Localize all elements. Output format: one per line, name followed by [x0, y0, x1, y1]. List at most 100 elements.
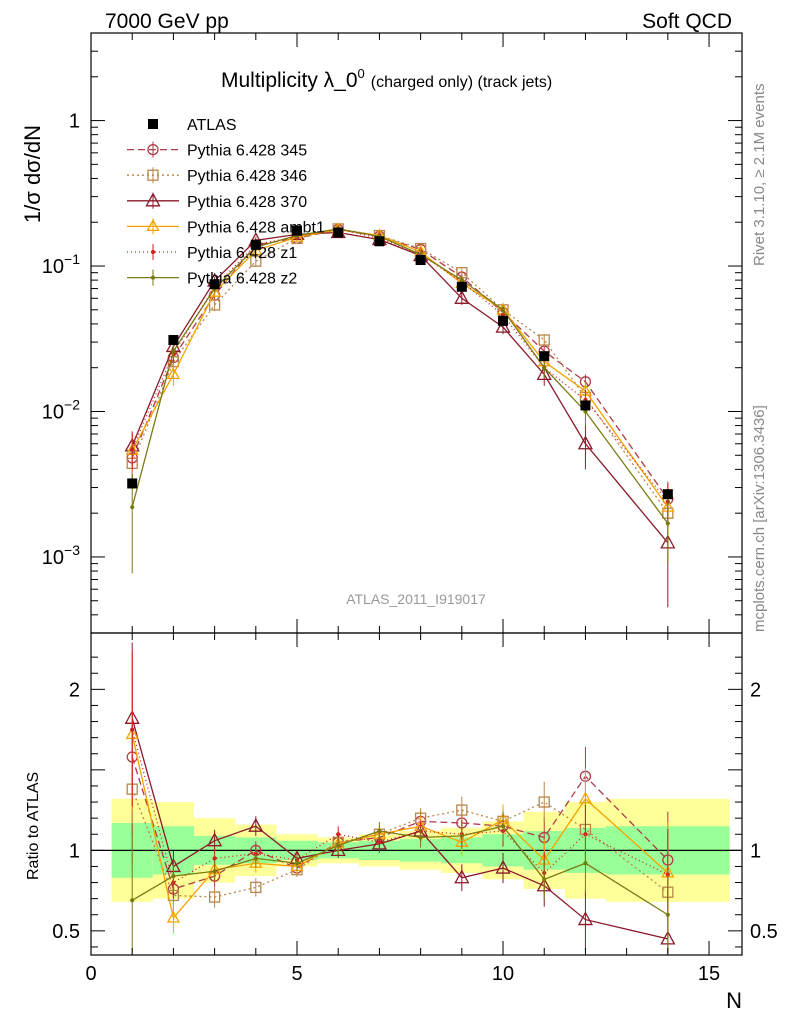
data-point: [498, 315, 509, 326]
y-tick-exponent: −1: [64, 251, 80, 267]
ratio-point: [377, 840, 382, 845]
ratio-point: [253, 856, 258, 861]
series-0-main: [126, 223, 674, 524]
legend-label: Pythia 6.428 z1: [187, 245, 297, 262]
legend-label: Pythia 6.428 ambt1: [187, 219, 325, 236]
legend-label: Pythia 6.428 370: [187, 194, 307, 211]
ratio-point: [212, 856, 217, 861]
legend-entry-3: Pythia 6.428 ambt1: [127, 218, 325, 236]
y-axis-label: 1/σ dσ/dN: [20, 125, 45, 223]
legend-marker: [150, 249, 156, 255]
ratio-point: [665, 912, 670, 917]
series-point: [130, 447, 135, 452]
ratio-y-tick-label-right: 2: [750, 679, 761, 701]
y-tick-label: 10−3: [42, 542, 80, 569]
ratio-point: [578, 791, 593, 804]
ratio-y-tick-label: 0.5: [52, 921, 80, 943]
data-point: [168, 335, 179, 346]
x-tick-label: 5: [291, 963, 302, 985]
header-left: 7000 GeV pp: [105, 10, 229, 33]
chart-title-suffix: (charged only) (track jets): [371, 74, 552, 91]
series-5-ratio: [130, 811, 670, 954]
ratio-point: [130, 727, 135, 732]
ratio-bands: [91, 798, 742, 902]
data-point: [662, 489, 673, 500]
ratio-point: [377, 828, 382, 834]
ratio-point: [500, 824, 506, 829]
series-point: [665, 521, 670, 526]
series-2-ratio: [124, 642, 676, 954]
legend-marker: [147, 143, 159, 156]
series-point: [542, 365, 547, 370]
x-tick-label: 10: [492, 963, 514, 985]
chart-title: Multiplicity λ_00 (charged only) (track j…: [221, 66, 552, 92]
legend-marker: [146, 219, 160, 232]
legend-label: Pythia 6.428 345: [187, 143, 307, 160]
ratio-panel: [124, 642, 676, 954]
x-tick-label: 15: [698, 963, 720, 985]
data-point: [580, 400, 591, 411]
y-tick-exponent: −2: [64, 396, 80, 412]
data-point: [415, 255, 426, 266]
series-point: [577, 435, 594, 450]
data-points: [127, 225, 673, 500]
legend-marker: [148, 119, 158, 129]
ratio-point: [456, 804, 468, 816]
ratio-point: [250, 881, 262, 894]
data-point: [539, 351, 550, 362]
ratio-point: [330, 841, 346, 856]
series-point: [130, 505, 135, 510]
legend-entry-4: Pythia 6.428 z1: [127, 244, 297, 262]
ratio-point: [495, 859, 511, 874]
ratio-point: [336, 832, 341, 837]
main-panel: [124, 222, 676, 608]
y-tick-label: 1: [69, 111, 80, 133]
data-point: [333, 227, 344, 238]
ratio-point: [459, 833, 464, 838]
ratio-point: [577, 911, 594, 926]
ratio-point: [207, 832, 223, 847]
series-point: [208, 299, 221, 311]
series-point: [500, 307, 506, 312]
data-point: [374, 236, 385, 247]
series-point: [459, 278, 464, 283]
legend-entry-0: Pythia 6.428 345: [127, 141, 307, 160]
series-point: [536, 365, 552, 381]
ratio-point: [212, 869, 217, 874]
y-tick-mantissa: 10: [42, 547, 64, 569]
legend-entry-1: Pythia 6.428 346: [127, 167, 307, 185]
legend-marker: [145, 192, 161, 207]
legend-entry-2: Pythia 6.428 370: [127, 192, 307, 211]
rivet-label: Rivet 3.1.10, ≥ 2.1M events: [751, 84, 768, 267]
data-point: [250, 239, 261, 250]
y-tick-label: 10−1: [42, 251, 80, 278]
data-point: [456, 281, 467, 292]
x-tick-label: 0: [85, 963, 96, 985]
ratio-point: [248, 817, 264, 832]
y-tick-exponent: −3: [64, 542, 80, 558]
y-tick-mantissa: 10: [42, 256, 64, 278]
analysis-label: ATLAS_2011_I919017: [346, 591, 486, 607]
ratio-point: [130, 898, 135, 903]
ratio-point: [454, 869, 470, 884]
legend-entry-5: Pythia 6.428 z2: [127, 269, 297, 288]
series-point: [538, 334, 550, 346]
data-point: [209, 279, 220, 290]
ratio-point: [171, 874, 176, 879]
legend-label: Pythia 6.428 z2: [187, 271, 297, 288]
x-axis-label: N: [726, 988, 742, 1013]
ratio-point: [166, 910, 181, 923]
ratio-frame: [90, 632, 743, 956]
ratio-point: [538, 796, 550, 808]
series-point: [171, 349, 176, 354]
series-point: [166, 367, 181, 380]
ratio-point: [294, 861, 300, 866]
ratio-point: [208, 891, 221, 903]
series-point: [495, 318, 511, 333]
series-point: [250, 255, 262, 267]
chart-title-sup: 0: [358, 66, 365, 81]
legend-entry-data: ATLAS: [148, 117, 237, 134]
ratio-y-tick-label: 1: [69, 840, 80, 862]
